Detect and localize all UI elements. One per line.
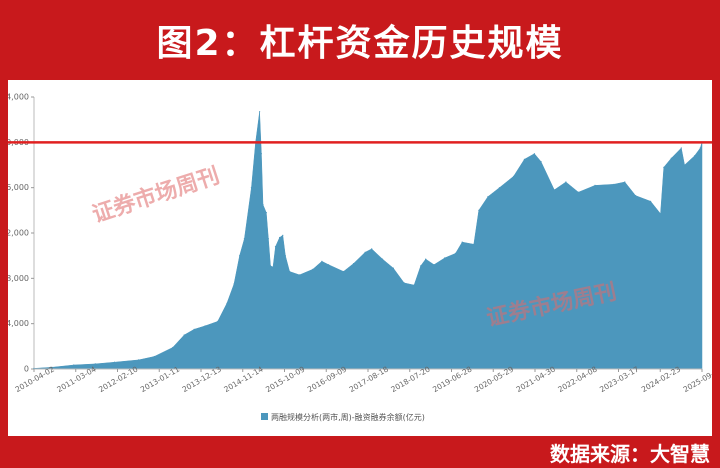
data-point [269,265,272,267]
data-point [138,359,140,361]
data-point [94,363,96,365]
data-point [328,264,330,266]
data-point [635,195,637,197]
data-point [478,209,480,211]
x-axis: 2010-04-02 2011-03-04 2012-02-10 2013-01-11… [14,364,720,394]
data-point [381,258,384,260]
data-point [51,366,53,368]
data-point [260,153,262,155]
data-point [553,189,555,191]
data-point [670,157,672,159]
data-point [267,238,269,240]
data-point [523,158,526,160]
data-point [259,111,261,113]
y-tick-label: 16,000 [8,183,29,192]
data-point [487,196,489,198]
y-tick-label: 4,000 [8,319,29,328]
data-point [239,255,241,257]
data-point [193,328,195,330]
data-point [699,147,701,149]
data-point [392,267,394,269]
data-point [284,255,286,257]
data-point [312,268,314,270]
header-banner: 图2：杠杆资金历史规模 [0,0,720,80]
data-point [183,334,185,336]
data-point [533,153,536,155]
area-series [33,111,703,370]
data-point [594,184,596,186]
legend-swatch [261,413,268,420]
data-point [659,213,662,215]
data-point [425,258,427,260]
data-point [274,246,277,248]
data-point [613,183,615,185]
data-point [226,302,228,304]
legend-label: 两融规模分析(两市,周)-融资融券余额(亿元) [271,412,425,422]
data-point [153,355,155,358]
data-point [250,187,252,189]
y-tick-label: 8,000 [8,274,29,283]
data-point [265,212,267,214]
figure-title: 图2：杠杆资金历史规模 [156,23,564,64]
data-point [684,164,686,166]
data-point [624,181,626,183]
data-point [403,282,405,284]
data-point [693,155,696,157]
y-tick-label: 12,000 [8,229,29,238]
data-point [454,252,457,254]
data-point [498,187,500,189]
data-point [371,248,373,250]
data-point [663,166,665,168]
data-point [433,264,435,266]
data-point [565,181,567,183]
legend: 两融规模分析(两市,周)-融资融券余额(亿元) [261,412,425,422]
data-point [413,284,415,286]
data-point [540,161,542,163]
data-point [113,361,116,363]
data-point [473,243,475,245]
data-point [172,346,174,349]
data-source-label: 数据来源：大智慧 [550,442,710,466]
data-point [243,238,245,240]
y-tick-label: 24,000 [8,93,29,102]
data-point [298,274,301,276]
data-point [262,204,264,206]
data-point [364,251,366,253]
data-point [233,283,235,285]
data-point [321,260,323,262]
footer: 数据来源：大智慧 [0,436,720,468]
data-point [444,257,446,259]
data-point [650,200,652,202]
data-point [289,270,291,273]
watermark-logo: 证券市场周刊 [89,163,223,229]
data-point [342,270,345,273]
y-tick-label: 0 [24,365,29,374]
data-point [279,236,281,239]
data-point [272,266,274,268]
data-point [282,234,284,236]
data-point [204,325,206,327]
data-point [680,147,682,149]
data-point [420,265,422,267]
data-point [461,241,463,243]
data-point [513,175,515,177]
data-point [73,364,75,366]
area-series-layer [33,111,703,370]
data-point [217,320,219,322]
data-point [577,191,580,193]
data-point [352,263,355,265]
